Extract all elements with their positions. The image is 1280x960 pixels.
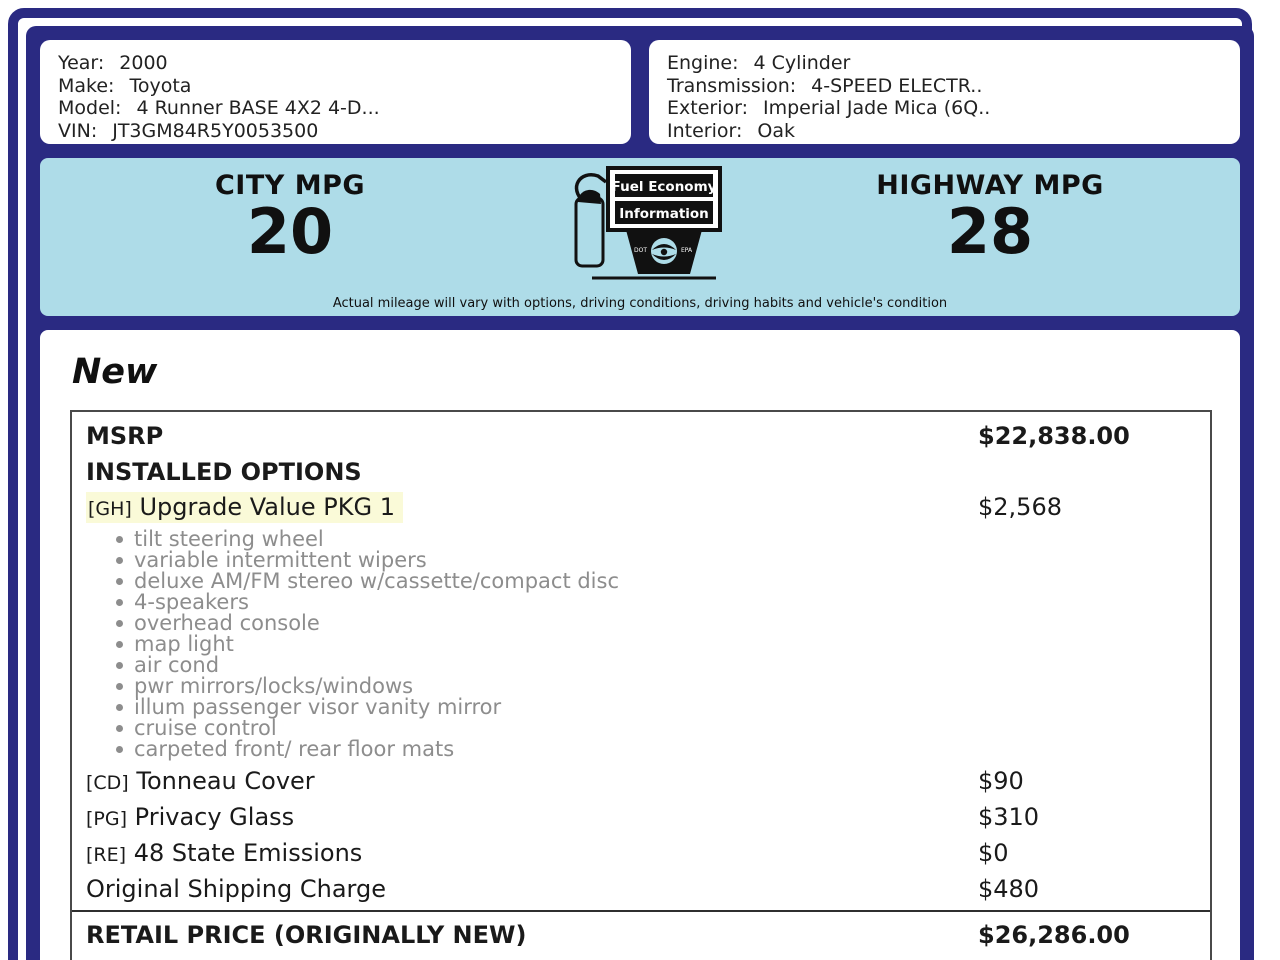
highway-mpg-block: HIGHWAY MPG 28: [740, 158, 1240, 316]
highway-mpg-value: 28: [946, 195, 1034, 268]
option-code: [PG]: [86, 808, 128, 830]
feature-item: pwr mirrors/locks/windows: [108, 676, 1198, 697]
feature-item: variable intermittent wipers: [108, 550, 1198, 571]
exterior-label: Exterior:: [667, 97, 748, 119]
feature-item: 4-speakers: [108, 592, 1198, 613]
msrp-row: MSRP $22,838.00: [86, 418, 1198, 454]
option-name: Tonneau Cover: [136, 767, 315, 795]
option-price: $2,568: [978, 493, 1062, 521]
option-code: [RE]: [86, 844, 127, 866]
retail-price-value: $26,286.00: [978, 921, 1130, 949]
price-table: MSRP $22,838.00 INSTALLED OPTIONS [GH] U…: [70, 410, 1212, 960]
vehicle-make-line: Make: Toyota: [58, 75, 613, 98]
exterior-line: Exterior: Imperial Jade Mica (6Q..: [667, 97, 1222, 120]
msrp-price: $22,838.00: [978, 422, 1130, 450]
feature-item: map light: [108, 634, 1198, 655]
option-row-upgrade-pkg: [GH] Upgrade Value PKG 1 $2,568: [86, 490, 1198, 526]
option-name: Upgrade Value PKG 1: [139, 493, 395, 521]
vin-value: JT3GM84R5Y0053500: [112, 119, 319, 142]
interior-label: Interior:: [667, 119, 743, 142]
interior-value: Oak: [757, 119, 795, 142]
installed-options-row: INSTALLED OPTIONS: [86, 454, 1198, 490]
option-row-privacy-glass: [PG] Privacy Glass $310: [86, 800, 1198, 836]
option-code: [CD]: [86, 772, 129, 794]
vehicle-identity-box: Year: 2000 Make: Toyota Model: 4 Runner BAS…: [40, 40, 631, 144]
mileage-disclaimer: Actual mileage will vary with options, d…: [332, 296, 948, 311]
inner-panel: Year: 2000 Make: Toyota Model: 4 Runner BAS…: [26, 26, 1254, 960]
fuel-economy-band: CITY MPG 20 Fuel Economy Information: [40, 158, 1240, 316]
exterior-value: Imperial Jade Mica (6Q..: [762, 97, 991, 119]
year-value: 2000: [119, 52, 168, 74]
model-value: 4 Runner BASE 4X2 4-D...: [136, 97, 380, 119]
feature-item: deluxe AM/FM stereo w/cassette/compact d…: [108, 571, 1198, 592]
option-row-tonneau-cover: [CD] Tonneau Cover $90: [86, 764, 1198, 800]
svg-text:Information: Information: [619, 206, 709, 222]
transmission-line: Transmission: 4-SPEED ELECTR..: [667, 75, 1222, 98]
transmission-label: Transmission:: [667, 74, 797, 97]
option-name: 48 State Emissions: [133, 839, 363, 867]
feature-item: cruise control: [108, 718, 1198, 739]
make-value: Toyota: [129, 74, 192, 97]
option-name-highlighted: [GH] Upgrade Value PKG 1: [86, 492, 403, 523]
highway-mpg-label: HIGHWAY MPG: [876, 170, 1104, 201]
city-mpg-block: CITY MPG 20: [40, 158, 540, 316]
city-mpg-label: CITY MPG: [214, 170, 366, 201]
option-code: [GH]: [88, 498, 132, 520]
svg-text:DOT: DOT: [634, 247, 647, 254]
shipping-label: Original Shipping Charge: [86, 875, 386, 903]
option-price: $310: [978, 803, 1040, 831]
total-divider: [72, 910, 1210, 912]
engine-label: Engine:: [667, 52, 739, 74]
engine-value: 4 Cylinder: [753, 52, 851, 74]
vin-label: VIN:: [58, 119, 98, 142]
feature-item: air cond: [108, 655, 1198, 676]
option-price: $90: [978, 767, 1024, 795]
engine-line: Engine: 4 Cylinder: [667, 52, 1222, 75]
vehicle-info-header: Year: 2000 Make: Toyota Model: 4 Runner BAS…: [40, 40, 1240, 144]
vehicle-vin-line: VIN: JT3GM84R5Y0053500: [58, 120, 613, 143]
retail-price-label: RETAIL PRICE (ORIGINALLY NEW): [86, 921, 527, 949]
feature-item: illum passenger visor vanity mirror: [108, 697, 1198, 718]
make-label: Make:: [58, 74, 115, 97]
condition-title: New: [72, 352, 158, 392]
interior-line: Interior: Oak: [667, 120, 1222, 143]
feature-item: overhead console: [108, 613, 1198, 634]
transmission-value: 4-SPEED ELECTR..: [811, 74, 983, 97]
vehicle-model-line: Model: 4 Runner BASE 4X2 4-D...: [58, 97, 613, 120]
model-label: Model:: [58, 97, 122, 119]
option-row-48-state-emissions: [RE] 48 State Emissions $0: [86, 836, 1198, 872]
shipping-charge-row: Original Shipping Charge $480: [86, 872, 1198, 906]
year-label: Year:: [58, 52, 105, 74]
vehicle-year-line: Year: 2000: [58, 52, 613, 75]
package-feature-list: tilt steering wheel variable intermitten…: [86, 529, 1198, 760]
vehicle-specs-box: Engine: 4 Cylinder Transmission: 4-SPEED E…: [649, 40, 1240, 144]
pricing-section: New MSRP $22,838.00 INSTALLED OPTIONS [G…: [40, 330, 1240, 960]
option-price: $0: [978, 839, 1009, 867]
svg-text:EPA: EPA: [681, 247, 693, 254]
installed-options-label: INSTALLED OPTIONS: [86, 458, 362, 486]
city-mpg-value: 20: [246, 195, 334, 268]
feature-item: carpeted front/ rear floor mats: [108, 739, 1198, 760]
fuel-pump-icon: Fuel Economy Information DOT EPA: [540, 158, 740, 316]
retail-price-row: RETAIL PRICE (ORIGINALLY NEW) $26,286.00: [86, 914, 1198, 956]
feature-item: tilt steering wheel: [108, 529, 1198, 550]
msrp-label: MSRP: [86, 422, 164, 450]
shipping-price: $480: [978, 875, 1040, 903]
option-name: Privacy Glass: [134, 803, 295, 831]
svg-text:Fuel Economy: Fuel Economy: [612, 179, 717, 195]
